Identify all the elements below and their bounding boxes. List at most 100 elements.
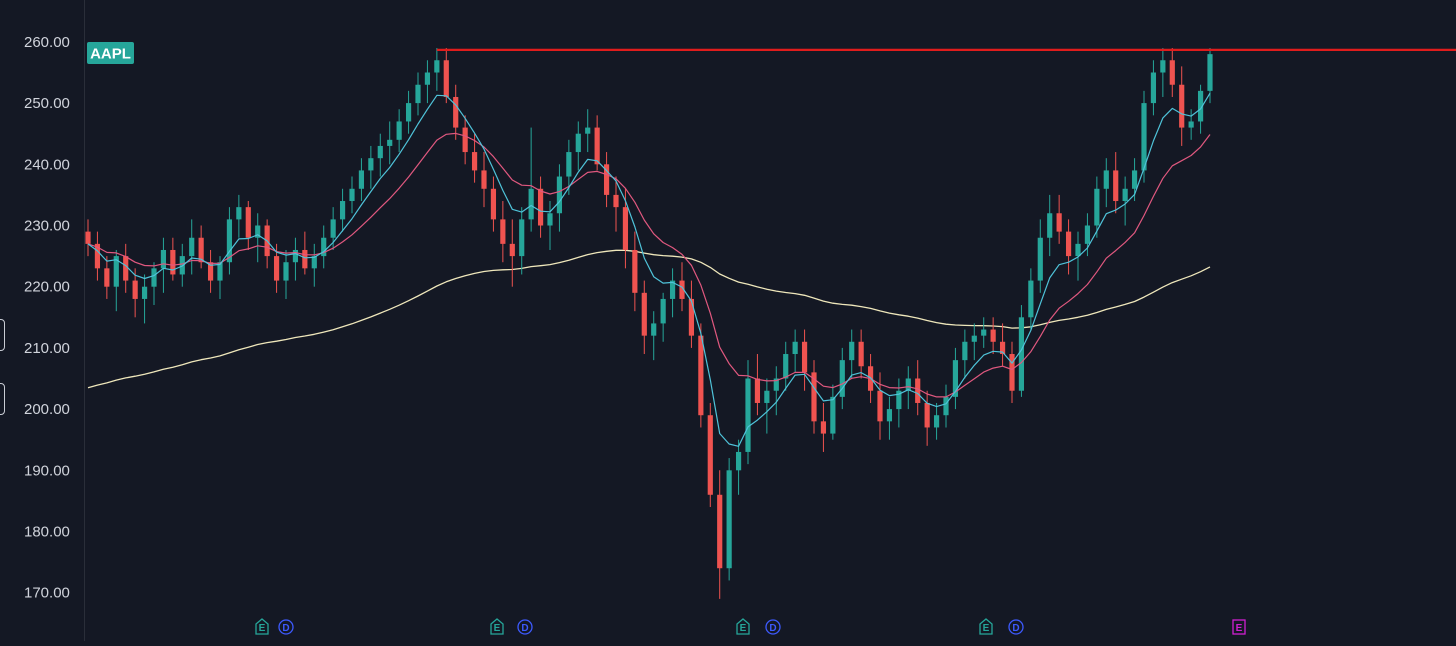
earnings-marker[interactable]: E [255,618,269,635]
candle [698,323,704,428]
candle-body [283,262,289,281]
candle [820,402,827,452]
candle [415,72,421,116]
candle [1056,194,1062,244]
candle [839,347,845,410]
candle-body [104,268,110,287]
candle [1075,231,1081,281]
earnings-marker[interactable]: E [979,618,993,635]
candle [933,402,940,440]
candle-body [273,256,280,281]
candle-body [613,194,619,208]
candle-body [566,152,572,177]
candle [170,237,176,281]
left-edge-tab-upper[interactable] [0,319,5,351]
candle-body [933,415,940,428]
candle-body [1018,317,1025,391]
candle [1103,158,1109,208]
candle [1150,60,1157,116]
candle [405,90,412,134]
candle [160,237,167,293]
candle [981,317,987,348]
candle [537,176,544,238]
candle-body [358,170,365,189]
candle [971,323,977,361]
candle [104,256,110,299]
candle-body [792,341,798,355]
candle [556,164,563,232]
candle-body [1188,121,1194,128]
candle [717,470,723,599]
event-marker-label: E [983,623,990,634]
event-marker-label: E [740,623,747,634]
candle [735,439,742,495]
candle-body [339,201,346,220]
candle [1179,66,1185,146]
event-marker-label: D [769,623,776,634]
candle [311,243,317,287]
candle [905,366,911,410]
candle-body [575,133,581,153]
candle-body [896,390,902,410]
candle [321,225,327,269]
dividend-marker[interactable]: D [765,619,781,635]
candle-body [141,286,148,299]
candle-body [660,298,666,324]
candle-body [707,415,713,495]
candle [226,207,233,275]
candle-body [651,323,657,336]
candle-body [170,249,176,275]
candle-body [1131,170,1138,189]
candle-body [1037,237,1043,281]
candle-body [1207,54,1213,91]
candle-body [981,329,987,336]
earnings-marker[interactable]: E [736,618,750,635]
dividend-marker[interactable]: D [278,619,294,635]
upcoming-earnings-marker[interactable]: E [1232,619,1246,635]
candle [462,115,468,165]
candle-body [85,231,91,244]
price-axis[interactable]: 260.00 250.00 240.00 230.00 220.00 210.00 200.… [24,34,70,602]
candle [707,402,713,508]
candle-body [500,219,506,244]
y-tick-label: 220.00 [24,279,70,296]
earnings-marker[interactable]: E [490,618,504,635]
candle-body [537,188,544,226]
dividend-marker[interactable]: D [1008,619,1024,635]
candle [962,329,968,379]
candle [1113,152,1119,214]
candle [990,317,996,355]
candle [613,176,619,232]
symbol-badge [87,42,134,64]
candle [123,243,129,293]
dividend-icon [517,619,533,635]
candle-body [368,158,374,171]
candle-body [292,249,299,263]
candle [528,127,534,232]
candle-body [622,207,629,250]
candle-body [453,96,459,128]
candle-body [1150,72,1157,104]
candle [368,145,374,189]
candle-body [698,335,704,416]
candle-body [1141,103,1147,171]
y-tick-label: 180.00 [24,524,70,541]
y-tick-label: 200.00 [24,401,70,418]
candle [151,262,157,306]
candle [443,48,449,104]
candle-body [1122,188,1128,202]
candle [1188,109,1194,140]
candle [641,280,647,355]
candle [1009,341,1015,403]
candle [500,201,506,263]
candle-body [311,256,317,269]
candle-body [245,207,251,238]
candle-body [255,225,261,238]
candle [783,341,789,391]
candle [811,360,817,434]
dividend-marker[interactable]: D [517,619,533,635]
left-edge-tab-lower[interactable] [0,383,5,415]
